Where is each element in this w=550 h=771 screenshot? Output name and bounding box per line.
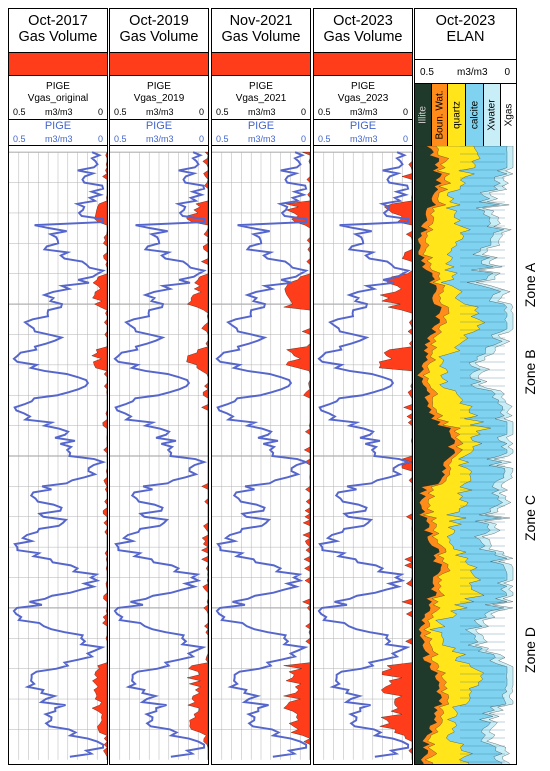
gas-fill-swatch (9, 52, 107, 76)
elan-header: Oct-2023 ELAN 0.5 m3/m3 0 Illite Boun. Wat.… (415, 9, 516, 146)
pige-curve (317, 151, 412, 758)
log-plot (314, 151, 412, 760)
track-title: Oct-2017 Gas Volume (18, 13, 98, 45)
zone-c-label: Zone C (522, 495, 538, 541)
track-header: Oct-2017 Gas Volume PIGE Vgas_original 0.… (9, 9, 107, 146)
gas-fill-swatch (314, 52, 412, 76)
zone-a-label: Zone A (522, 262, 538, 308)
curve-scale: 0.5 m3/m3 0 (216, 107, 306, 117)
divider (110, 119, 208, 120)
zone-b-label: Zone B (522, 349, 538, 395)
track-title: Oct-2023 Gas Volume (323, 13, 403, 45)
zone-d-label: Zone D (522, 627, 538, 673)
pige-curve-name: PIGE (349, 120, 377, 132)
track-oct-2023: Oct-2023 Gas Volume PIGE Vgas_2023 0.5 m3/… (313, 8, 413, 765)
pige-scale: 0.5 m3/m3 0 (216, 134, 306, 144)
pige-scale: 0.5 m3/m3 0 (13, 134, 103, 144)
track-header: Oct-2023 Gas Volume PIGE Vgas_2023 0.5 m3/… (314, 9, 412, 146)
track-header: Nov-2021 Gas Volume PIGE Vgas_2021 0.5 m3/… (212, 9, 310, 146)
gas-volume-fill (378, 152, 412, 760)
track-oct-2017: Oct-2017 Gas Volume PIGE Vgas_original 0.… (8, 8, 108, 765)
legend-xgas: Xgas (500, 84, 516, 146)
curve-sub-name: Vgas_2023 (337, 93, 389, 104)
curve-scale: 0.5 m3/m3 0 (114, 107, 204, 117)
divider (9, 119, 107, 120)
gas-volume-fill (91, 152, 107, 760)
log-plot (9, 151, 107, 760)
track-elan: Oct-2023 ELAN 0.5 m3/m3 0 Illite Boun. Wat.… (414, 8, 517, 765)
pige-curve (113, 151, 208, 758)
pige-scale: 0.5 m3/m3 0 (114, 134, 204, 144)
legend-illite: Illite (415, 84, 431, 146)
curve-name: PIGE (46, 81, 70, 92)
pige-curve-name: PIGE (145, 120, 173, 132)
track-title: Oct-2019 Gas Volume (119, 13, 199, 45)
track-header: Oct-2019 Gas Volume PIGE Vgas_2019 0.5 m3/… (110, 9, 208, 146)
log-plot (212, 151, 310, 760)
elan-plot (415, 146, 516, 764)
gas-volume-fill (283, 152, 310, 760)
pige-curve-name: PIGE (44, 120, 72, 132)
log-plot (110, 151, 208, 760)
curve-sub-name: Vgas_2021 (235, 93, 287, 104)
divider (415, 59, 516, 60)
divider (212, 119, 310, 120)
curve-scale: 0.5 m3/m3 0 (318, 107, 408, 117)
illite-fill (415, 146, 456, 764)
curve-name: PIGE (147, 81, 171, 92)
legend-xwater: Xwater (483, 84, 500, 146)
curve-name: PIGE (249, 81, 273, 92)
gas-volume-fill (186, 152, 208, 760)
gas-fill-swatch (110, 52, 208, 76)
gas-fill-swatch (212, 52, 310, 76)
divider (415, 83, 516, 84)
curve-scale: 0.5 m3/m3 0 (13, 107, 103, 117)
divider (314, 119, 412, 120)
elan-title: Oct-2023 ELAN (435, 13, 496, 45)
legend-calcite: calcite (465, 84, 483, 146)
legend-quartz: quartz (447, 84, 465, 146)
elan-scale: 0.5 m3/m3 0 (420, 67, 510, 78)
track-title: Nov-2021 Gas Volume (221, 13, 301, 45)
pige-scale: 0.5 m3/m3 0 (318, 134, 408, 144)
pige-curve (215, 151, 310, 758)
curve-sub-name: Vgas_2019 (133, 93, 185, 104)
curve-sub-name: Vgas_original (27, 93, 89, 104)
pige-curve (12, 151, 107, 758)
track-oct-2019: Oct-2019 Gas Volume PIGE Vgas_2019 0.5 m3/… (109, 8, 209, 765)
legend-bound-water: Boun. Wat. (431, 84, 447, 146)
pige-curve-name: PIGE (247, 120, 275, 132)
track-nov-2021: Nov-2021 Gas Volume PIGE Vgas_2021 0.5 m3/… (211, 8, 311, 765)
curve-name: PIGE (351, 81, 375, 92)
